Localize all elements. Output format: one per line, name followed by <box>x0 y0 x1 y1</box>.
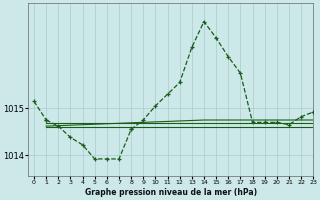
X-axis label: Graphe pression niveau de la mer (hPa): Graphe pression niveau de la mer (hPa) <box>84 188 257 197</box>
